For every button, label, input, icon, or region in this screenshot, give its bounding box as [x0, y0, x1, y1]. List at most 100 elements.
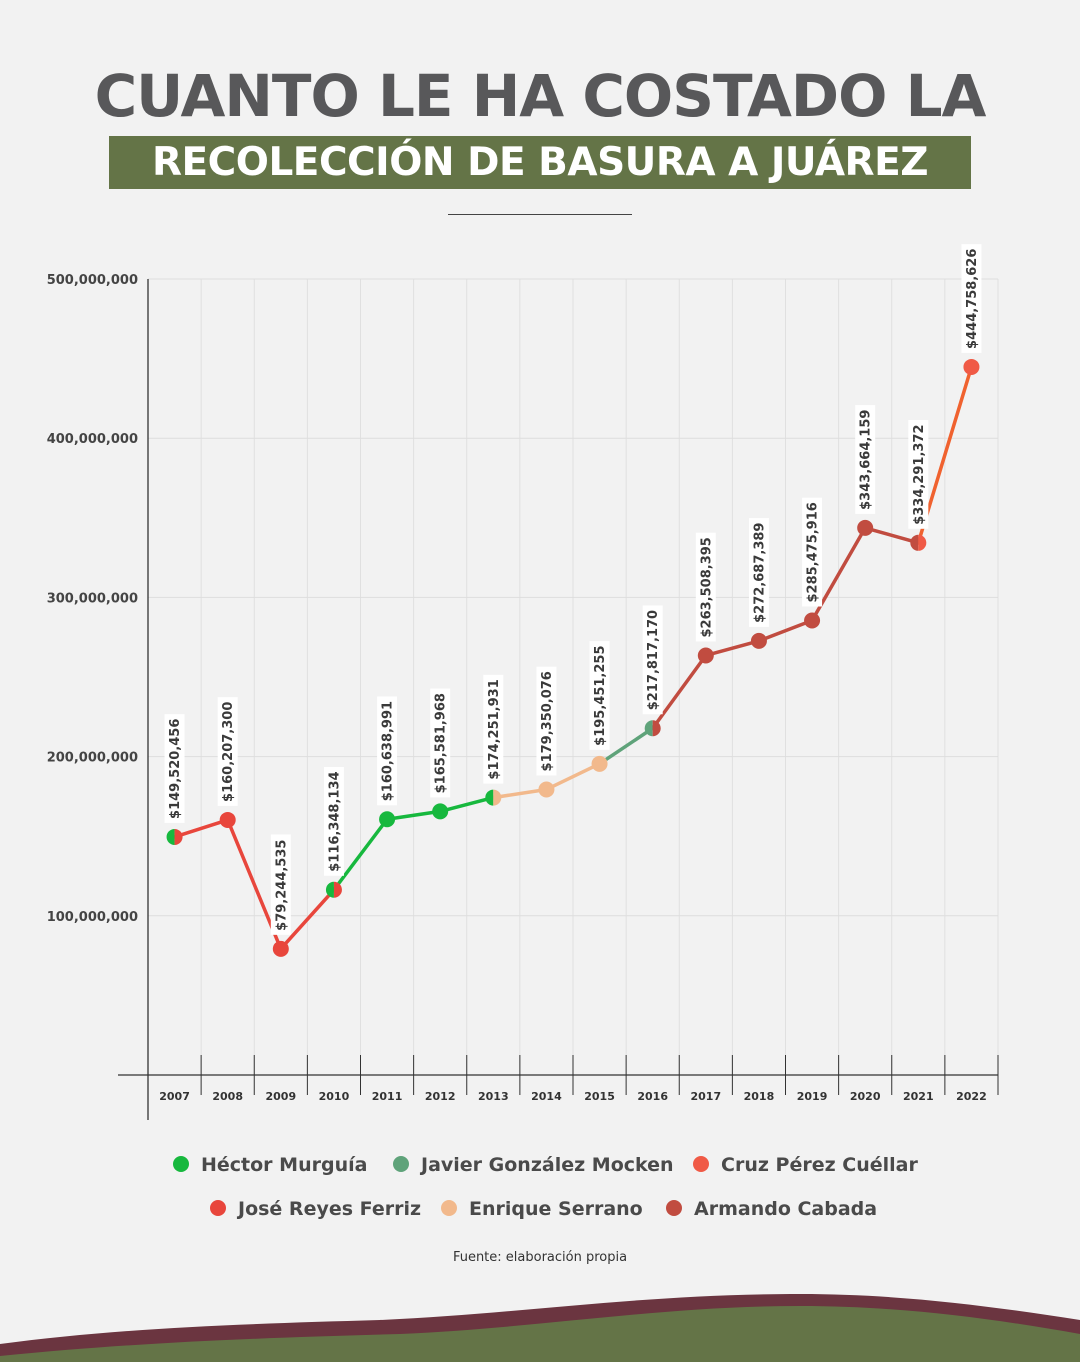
data-label-background	[908, 420, 929, 529]
data-label-background	[164, 714, 185, 823]
data-label-background	[748, 518, 769, 627]
series-line-segment	[757, 618, 814, 643]
legend-item-enrique-serrano: Enrique Serrano	[441, 1198, 643, 1220]
data-label-background	[695, 532, 716, 642]
y-tick-label: 300,000,000	[47, 591, 138, 606]
x-tick-label: 2009	[266, 1090, 297, 1103]
x-tick-label: 2017	[691, 1090, 722, 1103]
legend-item-armando-cabada: Armando Cabada	[666, 1198, 877, 1220]
series-line-segment	[863, 526, 921, 545]
data-label-background	[377, 696, 398, 806]
decorative-waves	[0, 1294, 1080, 1362]
data-point	[272, 940, 289, 957]
line-chart: 100,000,000 200,000,000 300,000,000 400,000…	[47, 244, 999, 1120]
y-tick-label: 200,000,000	[47, 751, 138, 766]
x-tick-label: 2020	[850, 1090, 881, 1103]
data-point-left-half	[644, 720, 653, 737]
data-point	[379, 811, 396, 828]
data-label-background	[642, 605, 663, 715]
data-point-right-half	[493, 789, 502, 806]
series-line-segment	[597, 726, 655, 766]
data-point-left-half	[166, 828, 175, 845]
series-line-segment	[704, 639, 761, 658]
legend-label: Enrique Serrano	[469, 1198, 643, 1220]
data-point-right-half	[652, 720, 661, 737]
data-label-background	[430, 688, 451, 798]
data-label: $444,758,626	[965, 249, 980, 349]
data-label: $334,291,372	[912, 424, 927, 524]
legend-dot-icon	[693, 1156, 709, 1172]
data-label: $343,664,159	[859, 410, 874, 510]
series-line-segment	[332, 817, 389, 892]
title-line-1: CUANTO LE HA COSTADO LA	[94, 62, 987, 130]
data-point	[219, 811, 236, 828]
series-line-segment	[279, 888, 336, 951]
data-label-background	[217, 697, 238, 806]
data-point-right-half	[174, 828, 183, 845]
data-label: $149,520,456	[168, 719, 183, 819]
y-tick-label: 100,000,000	[47, 910, 138, 925]
title-divider	[448, 214, 632, 215]
data-point-left-half	[485, 789, 494, 806]
data-label: $116,348,134	[327, 771, 342, 871]
x-tick-label: 2011	[372, 1090, 403, 1103]
data-point	[963, 358, 980, 375]
x-tick-label: 2008	[212, 1090, 243, 1103]
x-tick-label: 2012	[425, 1090, 456, 1103]
data-label: $217,817,170	[646, 610, 661, 710]
data-point	[750, 632, 767, 649]
y-tick-label: 500,000,000	[47, 273, 138, 288]
data-label-background	[536, 666, 557, 776]
legend-dot-icon	[173, 1156, 189, 1172]
series-line-segment	[491, 787, 549, 800]
data-point	[857, 519, 874, 536]
x-tick-label: 2015	[584, 1090, 615, 1103]
data-point	[697, 647, 714, 664]
x-tick-label: 2018	[744, 1090, 775, 1103]
series-line-segment	[438, 795, 496, 814]
data-label: $179,350,076	[540, 671, 555, 771]
data-label: $174,251,931	[487, 679, 502, 779]
data-label-background	[270, 834, 291, 935]
legend-dot-icon	[441, 1200, 457, 1216]
data-point-right-half	[918, 534, 927, 551]
data-label-background	[855, 405, 876, 514]
wave-green	[0, 1306, 1080, 1362]
legend-item-jose-reyes-ferriz: José Reyes Ferriz	[210, 1198, 421, 1220]
legend-label: Cruz Pérez Cuéllar	[721, 1154, 918, 1176]
x-tick-label: 2010	[319, 1090, 350, 1103]
data-point-left-half	[325, 881, 334, 898]
data-point	[432, 803, 449, 820]
series-line-segment	[172, 818, 230, 839]
title-line-2: RECOLECCIÓN DE BASURA A JUÁREZ	[152, 140, 929, 185]
data-label: $272,687,389	[752, 523, 767, 623]
data-label: $160,207,300	[221, 702, 236, 802]
data-label: $263,508,395	[699, 537, 714, 637]
data-label: $160,638,991	[381, 701, 396, 801]
title-banner: RECOLECCIÓN DE BASURA A JUÁREZ	[109, 136, 971, 189]
data-point	[538, 781, 555, 798]
data-label-background	[802, 497, 823, 607]
y-tick-label: 400,000,000	[47, 432, 138, 447]
legend-label: José Reyes Ferriz	[238, 1198, 422, 1220]
x-tick-label: 2013	[478, 1090, 509, 1103]
data-point-right-half	[333, 881, 342, 898]
x-tick-label: 2022	[956, 1090, 987, 1103]
legend-item-cruz-perez-cuellar: Cruz Pérez Cuéllar	[693, 1154, 918, 1176]
series-line-segment	[544, 762, 602, 792]
legend-dot-icon	[393, 1156, 409, 1172]
data-point-left-half	[910, 534, 919, 551]
legend-label: Héctor Murguía	[201, 1154, 368, 1176]
series-line-segment	[385, 809, 442, 822]
data-point	[804, 612, 821, 629]
x-tick-label: 2014	[531, 1090, 562, 1103]
data-label: $195,451,255	[593, 645, 608, 745]
data-label: $165,581,968	[434, 693, 449, 793]
x-tick-label: 2019	[797, 1090, 828, 1103]
data-label-background	[323, 766, 344, 876]
legend-label: Javier González Mocken	[421, 1154, 674, 1176]
data-label: $79,244,535	[274, 840, 289, 931]
x-tick-label: 2007	[159, 1090, 190, 1103]
data-label: $285,475,916	[806, 502, 821, 602]
legend-label: Armando Cabada	[694, 1198, 878, 1220]
